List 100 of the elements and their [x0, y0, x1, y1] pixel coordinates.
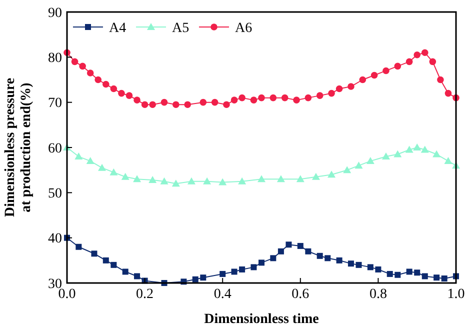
- point: [122, 268, 128, 275]
- point: [328, 170, 336, 178]
- point: [172, 101, 180, 108]
- point: [370, 72, 378, 79]
- point: [386, 270, 393, 277]
- point: [149, 101, 156, 108]
- point: [192, 276, 198, 282]
- point: [422, 273, 428, 280]
- point: [86, 70, 94, 76]
- point: [172, 180, 180, 187]
- point: [420, 146, 429, 153]
- point: [270, 255, 276, 262]
- point: [91, 250, 98, 257]
- point: [324, 255, 331, 262]
- point: [394, 62, 402, 70]
- point: [278, 248, 284, 254]
- point: [110, 85, 118, 92]
- point: [336, 85, 343, 92]
- point: [76, 244, 82, 250]
- point: [432, 150, 441, 158]
- point: [239, 266, 246, 272]
- y-tick-label: 70: [48, 96, 62, 112]
- point: [134, 96, 140, 104]
- x-axis-title: Dimensionless time: [204, 312, 319, 327]
- point: [200, 98, 207, 106]
- point: [110, 168, 118, 176]
- point: [444, 157, 452, 164]
- y-tick-label: 90: [48, 6, 62, 21]
- point: [230, 96, 238, 104]
- point: [382, 67, 390, 74]
- x-tick-label: 0.4: [214, 287, 232, 302]
- point: [141, 101, 148, 108]
- point: [406, 58, 413, 66]
- point: [258, 94, 265, 102]
- point: [359, 76, 366, 84]
- point: [293, 96, 300, 104]
- y-tick-label: 80: [48, 51, 62, 66]
- point: [160, 177, 168, 184]
- legend-label: A4: [109, 20, 126, 36]
- point: [286, 242, 292, 248]
- x-tick-label: 0.0: [58, 287, 76, 302]
- point: [405, 146, 414, 153]
- point: [184, 101, 191, 108]
- point: [203, 177, 212, 184]
- point: [223, 101, 230, 108]
- point: [348, 260, 354, 267]
- point: [343, 166, 352, 174]
- point: [231, 268, 238, 275]
- point: [148, 176, 157, 184]
- point: [102, 257, 109, 264]
- point: [382, 152, 390, 160]
- point: [348, 83, 354, 90]
- point: [71, 58, 78, 66]
- y-tick-label: 40: [48, 232, 62, 247]
- x-tick-label: 0.8: [369, 287, 387, 302]
- point: [406, 268, 412, 275]
- legend-label: A6: [235, 20, 252, 36]
- y-tick-label: 60: [48, 141, 62, 156]
- point: [336, 257, 342, 264]
- point: [211, 98, 218, 106]
- point: [434, 274, 440, 281]
- point: [312, 172, 320, 180]
- point: [79, 62, 86, 70]
- x-tick-label: 1.0: [447, 287, 465, 302]
- point: [296, 175, 304, 182]
- point: [121, 172, 130, 180]
- point: [354, 162, 363, 169]
- point: [305, 248, 312, 254]
- x-tick-label: 0.6: [292, 287, 310, 302]
- point: [94, 76, 102, 84]
- point: [414, 270, 420, 276]
- point: [258, 175, 266, 182]
- point: [316, 252, 323, 259]
- point: [429, 58, 436, 66]
- x-tick-label: 0.2: [136, 287, 154, 302]
- point: [276, 175, 285, 182]
- point: [160, 98, 168, 106]
- y-tick-label: 50: [48, 186, 62, 202]
- point: [366, 157, 374, 164]
- point: [110, 262, 117, 268]
- point: [437, 76, 444, 84]
- point: [367, 264, 374, 270]
- point: [133, 175, 142, 182]
- point: [413, 144, 422, 150]
- point: [281, 94, 288, 102]
- point: [297, 242, 304, 249]
- point: [375, 266, 382, 272]
- point: [238, 94, 246, 102]
- point: [118, 90, 125, 97]
- point: [126, 92, 133, 99]
- point: [356, 262, 362, 268]
- point: [86, 157, 94, 164]
- point: [238, 177, 246, 184]
- point: [220, 270, 226, 277]
- point: [304, 94, 312, 102]
- point: [187, 177, 196, 184]
- point: [328, 90, 335, 97]
- y-axis-title: Dimensionless pressure at production end(%): [3, 78, 34, 218]
- point: [74, 152, 83, 160]
- point: [316, 92, 324, 99]
